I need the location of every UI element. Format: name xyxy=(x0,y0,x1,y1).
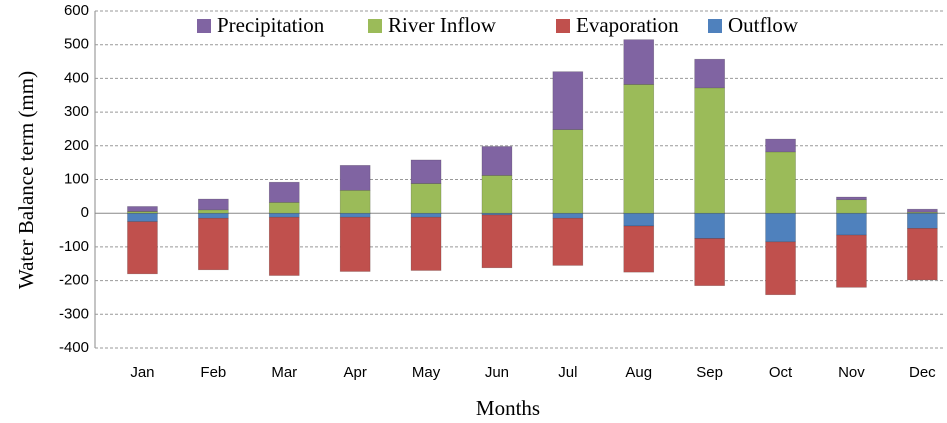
legend-swatch xyxy=(197,19,211,33)
x-tick-label: Apr xyxy=(343,364,366,381)
x-tick-label: Oct xyxy=(769,364,793,381)
bar-segment xyxy=(268,181,300,203)
x-tick-label: Feb xyxy=(200,364,226,381)
bar-segment xyxy=(552,71,584,130)
x-tick-label: Jun xyxy=(485,364,509,381)
x-tick-label: Jan xyxy=(130,364,154,381)
bar-segment xyxy=(623,84,655,214)
bar-segment xyxy=(623,39,655,85)
x-tick-label: Dec xyxy=(909,364,936,381)
y-tick-label: -300 xyxy=(59,305,89,322)
x-tick-label: Mar xyxy=(271,364,297,381)
bar-segment xyxy=(694,87,725,214)
bar-segment xyxy=(481,146,513,176)
y-tick-label: 500 xyxy=(64,36,89,53)
bar-segment xyxy=(765,151,796,214)
bar-segment xyxy=(907,212,938,229)
bar-segment xyxy=(127,221,158,275)
bar-segment xyxy=(836,212,867,236)
y-tick-label: 200 xyxy=(64,137,89,154)
y-tick-label: -200 xyxy=(59,272,89,289)
bar-segment xyxy=(552,129,584,214)
bar-segment xyxy=(127,206,158,212)
bar-segment xyxy=(198,198,229,211)
bar-segment xyxy=(623,225,655,273)
y-tick-label: 300 xyxy=(64,103,89,120)
bar-segment xyxy=(765,138,796,153)
bar-segment xyxy=(410,183,442,214)
bar-segment xyxy=(907,228,938,281)
bar-segment xyxy=(836,234,867,288)
y-tick-label: 600 xyxy=(64,2,89,19)
bar-segment xyxy=(339,216,371,272)
bar-segment xyxy=(694,212,725,239)
bar-segment xyxy=(410,159,442,184)
x-axis-title: Months xyxy=(476,396,540,420)
bar-segment xyxy=(552,217,584,266)
bar-segment xyxy=(198,212,229,219)
bar-segment xyxy=(907,208,938,213)
bar-segment xyxy=(694,58,725,89)
bar-segment xyxy=(198,217,229,271)
legend-label: Evaporation xyxy=(576,13,679,37)
y-tick-label: -400 xyxy=(59,339,89,356)
x-tick-label: Sep xyxy=(696,364,723,381)
bar-segment xyxy=(765,241,796,296)
x-tick-label: May xyxy=(412,364,441,381)
bar-segment xyxy=(339,212,371,218)
x-tick-label: Nov xyxy=(838,364,865,381)
bar-segment xyxy=(339,165,371,191)
bar-segment xyxy=(836,199,867,214)
bar-segment xyxy=(694,238,725,286)
bar-segment xyxy=(765,212,796,243)
bar-segment xyxy=(268,212,300,218)
bar-segment xyxy=(127,212,158,222)
bar-segment xyxy=(268,216,300,276)
bar-segment xyxy=(623,212,655,227)
bar-segment xyxy=(410,216,442,271)
x-tick-label: Jul xyxy=(558,364,577,381)
legend-label: River Inflow xyxy=(388,13,497,37)
bar-segment xyxy=(410,212,442,218)
y-tick-label: 400 xyxy=(64,69,89,86)
legend-swatch xyxy=(708,19,722,33)
bar-segment xyxy=(481,214,513,269)
bar-segment xyxy=(268,202,300,214)
x-tick-label: Aug xyxy=(625,364,652,381)
legend-swatch xyxy=(368,19,382,33)
bar-segment xyxy=(836,196,867,201)
legend-label: Precipitation xyxy=(217,13,325,37)
bar-segment xyxy=(552,212,584,219)
bar-segment xyxy=(481,175,513,214)
y-tick-label: -100 xyxy=(59,238,89,255)
legend-label: Outflow xyxy=(728,13,799,37)
y-tick-label: 0 xyxy=(81,204,89,221)
bar-segment xyxy=(198,209,229,214)
y-axis-title: Water Balance term (mm) xyxy=(14,71,38,289)
bar-segment xyxy=(339,189,371,214)
legend-swatch xyxy=(556,19,570,33)
y-tick-label: 100 xyxy=(64,170,89,187)
